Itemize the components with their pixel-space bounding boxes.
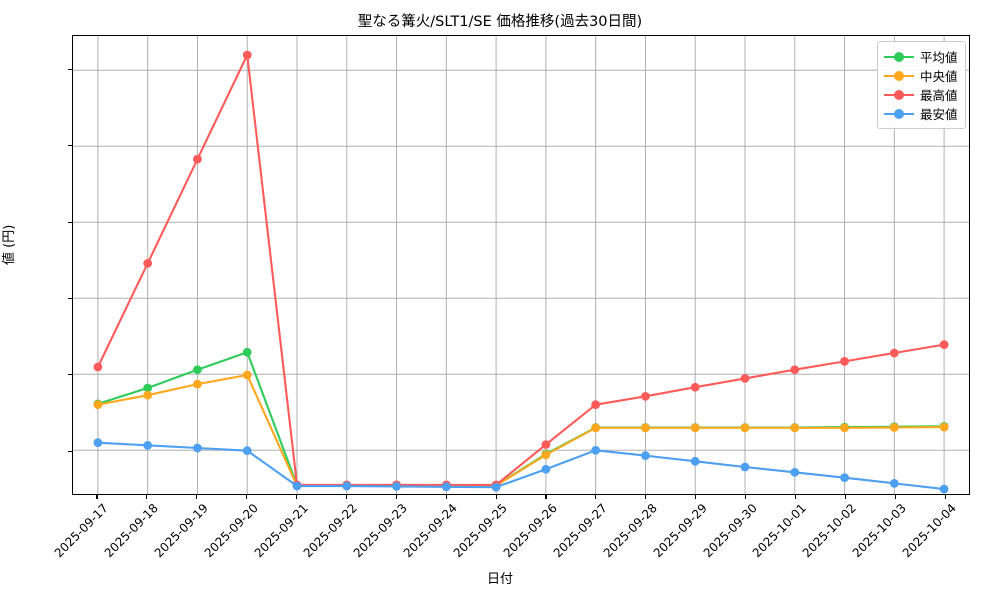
data-point [840, 423, 849, 433]
x-tick-mark [296, 495, 298, 499]
data-point [939, 340, 949, 350]
x-tick-mark [246, 495, 248, 499]
data-point [541, 440, 551, 449]
data-point [889, 348, 899, 358]
data-point [143, 390, 153, 400]
legend-swatch-icon [884, 88, 914, 102]
plot-area [72, 35, 970, 495]
data-point [840, 473, 849, 483]
x-tick-mark [146, 495, 148, 499]
x-tick-mark [196, 495, 198, 499]
data-point [591, 400, 601, 410]
data-point [93, 438, 103, 448]
legend-label: 中央値 [920, 69, 958, 84]
data-point [889, 423, 899, 432]
x-tick-mark [894, 495, 896, 499]
grid-lines [73, 36, 969, 494]
x-axis-label: 日付 [486, 572, 513, 587]
x-tick-mark [695, 495, 697, 499]
series-lines [93, 50, 949, 494]
chart-title: 聖なる篝火/SLT1/SE 価格推移(過去30日間) [357, 14, 643, 30]
data-point [441, 482, 451, 492]
series-2 [93, 370, 949, 491]
data-point [591, 445, 601, 455]
x-tick-mark [944, 495, 946, 499]
y-axis-label: 値 (円) [2, 224, 17, 265]
data-point [939, 422, 949, 432]
data-point [690, 382, 700, 392]
legend-item[interactable]: 平均値 [884, 47, 958, 66]
data-point [740, 462, 750, 472]
data-point [193, 365, 202, 375]
data-point [641, 391, 650, 401]
chart-legend: 平均値中央値最高値最安値 [877, 41, 966, 129]
x-tick-mark [545, 495, 547, 499]
legend-swatch-icon [884, 69, 914, 83]
data-point [143, 258, 153, 268]
legend-label: 最高値 [920, 88, 958, 103]
data-point [690, 456, 700, 466]
data-point [740, 374, 750, 383]
data-point [790, 423, 800, 433]
data-point [641, 423, 650, 433]
data-point [242, 50, 252, 60]
data-point [242, 347, 252, 357]
legend-item[interactable]: 最高値 [884, 85, 958, 104]
data-point [690, 423, 700, 433]
x-tick-mark [495, 495, 497, 499]
x-tick-mark [844, 495, 846, 499]
data-point [641, 451, 650, 460]
data-point [939, 484, 949, 494]
data-point [889, 478, 899, 488]
x-tick-mark [745, 495, 747, 499]
data-point [143, 383, 153, 393]
data-point [93, 400, 103, 410]
x-tick-mark [595, 495, 597, 499]
x-tick-mark [345, 495, 347, 499]
data-point [541, 464, 551, 474]
x-tick-mark [445, 495, 447, 499]
data-point [740, 423, 750, 433]
data-point [392, 482, 401, 491]
legend-label: 平均値 [920, 50, 958, 65]
data-point [193, 379, 202, 389]
series-3 [93, 50, 949, 490]
data-point [491, 482, 501, 492]
data-point [143, 440, 153, 450]
data-point [790, 467, 800, 477]
legend-swatch-icon [884, 107, 914, 121]
x-tick-mark [645, 495, 647, 499]
legend-item[interactable]: 最安値 [884, 104, 958, 123]
x-tick-mark [794, 495, 796, 499]
data-point [93, 362, 103, 372]
series-4 [93, 438, 949, 494]
data-point [193, 154, 202, 164]
data-point [242, 446, 252, 456]
x-tick-mark [96, 495, 98, 499]
data-point [193, 443, 202, 453]
data-point [342, 481, 352, 491]
data-point [840, 356, 849, 366]
x-tick-mark [395, 495, 397, 499]
legend-item[interactable]: 中央値 [884, 66, 958, 85]
data-point [790, 365, 800, 375]
legend-label: 最安値 [920, 107, 958, 122]
data-point [591, 423, 601, 433]
data-point [541, 450, 551, 460]
data-point [242, 370, 252, 380]
data-point [292, 481, 302, 491]
series-1 [93, 347, 949, 490]
legend-swatch-icon [884, 50, 914, 64]
